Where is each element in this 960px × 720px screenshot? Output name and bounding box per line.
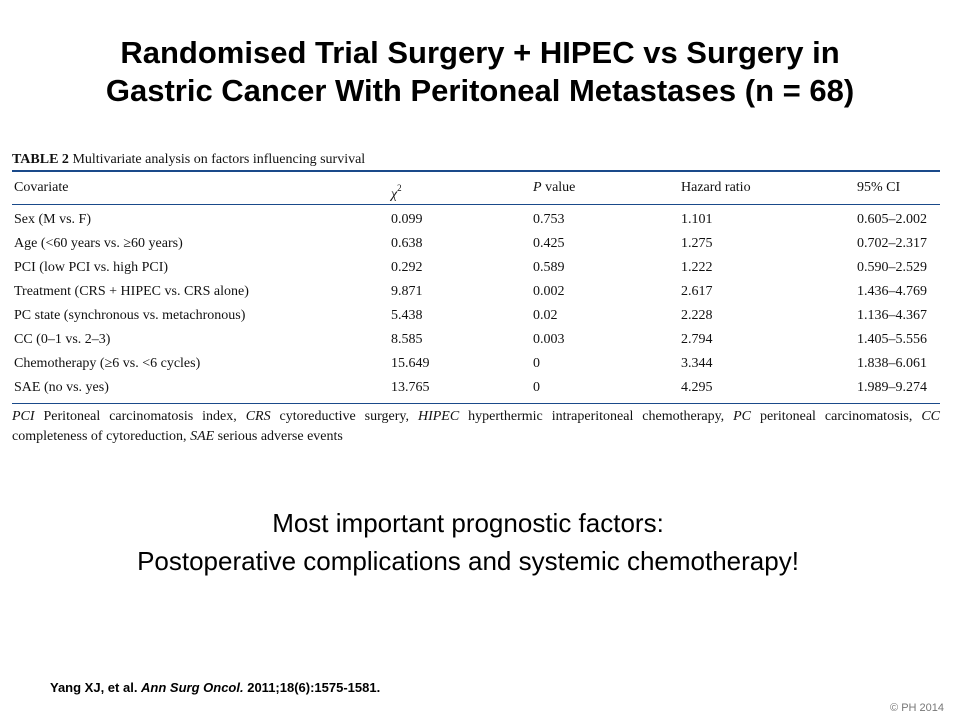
key-message-line-1: Most important prognostic factors:	[272, 508, 664, 538]
cell-covariate: PCI (low PCI vs. high PCI)	[14, 260, 169, 275]
footnote-text: completeness of cytoreduction,	[12, 429, 191, 444]
cell-covariate: PC state (synchronous vs. metachronous)	[14, 308, 246, 323]
cell-hr: 2.228	[681, 308, 713, 323]
header-p-rest: value	[541, 180, 576, 195]
cell-p: 0.753	[533, 212, 565, 227]
cell-hr: 2.794	[681, 332, 713, 347]
citation-details: 2011;18(6):1575-1581.	[243, 680, 381, 695]
cell-covariate: Treatment (CRS + HIPEC vs. CRS alone)	[14, 284, 249, 299]
cell-covariate: Sex (M vs. F)	[14, 212, 92, 227]
cell-covariate: SAE (no vs. yes)	[14, 380, 109, 395]
header-chi-square: χ2	[391, 172, 402, 211]
footnote-text: serious adverse events	[214, 429, 343, 444]
table-header-rule	[12, 204, 940, 205]
table-number: TABLE 2	[12, 152, 69, 167]
cell-ci: 0.590–2.529	[857, 260, 927, 275]
header-hazard-ratio: Hazard ratio	[681, 180, 751, 195]
chi-exponent: 2	[397, 183, 402, 193]
cell-p: 0	[533, 380, 540, 395]
cell-p: 0.003	[533, 332, 565, 347]
cell-chi2: 0.292	[391, 260, 423, 275]
cell-chi2: 15.649	[391, 356, 430, 371]
cell-ci: 0.702–2.317	[857, 236, 927, 251]
cell-chi2: 13.765	[391, 380, 430, 395]
cell-ci: 1.989–9.274	[857, 380, 927, 395]
cell-p: 0.02	[533, 308, 558, 323]
cell-hr: 1.222	[681, 260, 713, 275]
table-caption: TABLE 2 Multivariate analysis on factors…	[12, 150, 940, 170]
title-line-2: Gastric Cancer With Peritoneal Metastase…	[105, 73, 855, 108]
cell-p: 0.589	[533, 260, 565, 275]
footnote-text: cytoreductive surgery,	[270, 409, 418, 424]
table-caption-text: Multivariate analysis on factors influen…	[72, 152, 366, 167]
cell-covariate: Chemotherapy (≥6 vs. <6 cycles)	[14, 356, 201, 371]
cell-covariate: CC (0–1 vs. 2–3)	[14, 332, 111, 347]
slide-title: Randomised Trial Surgery + HIPEC vs Surg…	[0, 34, 960, 110]
table-row: Sex (M vs. F) 0.099 0.753 1.101 0.605–2.…	[12, 208, 940, 232]
table-bottom-rule	[12, 403, 940, 404]
footnote-abbr: PCI	[12, 409, 35, 424]
survival-table: TABLE 2 Multivariate analysis on factors…	[12, 150, 940, 447]
chi-symbol: χ	[391, 187, 398, 202]
cell-chi2: 0.638	[391, 236, 423, 251]
cell-hr: 1.101	[681, 212, 713, 227]
citation-journal: Ann Surg Oncol.	[141, 680, 244, 695]
title-line-1: Randomised Trial Surgery + HIPEC vs Surg…	[120, 35, 840, 70]
header-p-value: P value	[533, 172, 575, 204]
table-row: Age (<60 years vs. ≥60 years) 0.638 0.42…	[12, 232, 940, 256]
table-body: Sex (M vs. F) 0.099 0.753 1.101 0.605–2.…	[12, 205, 940, 403]
table-row: SAE (no vs. yes) 13.765 0 4.295 1.989–9.…	[12, 376, 940, 400]
cell-hr: 3.344	[681, 356, 713, 371]
footnote-abbr: CRS	[245, 409, 271, 424]
cell-hr: 4.295	[681, 380, 713, 395]
cell-ci: 0.605–2.002	[857, 212, 927, 227]
citation-authors: Yang XJ, et al.	[50, 680, 142, 695]
copyright-notice: © PH 2014	[890, 702, 944, 714]
footnote-abbr: HIPEC	[417, 409, 460, 424]
cell-ci: 1.136–4.367	[857, 308, 927, 323]
table-row: Chemotherapy (≥6 vs. <6 cycles) 15.649 0…	[12, 352, 940, 376]
table-top-rule	[12, 170, 940, 172]
cell-p: 0	[533, 356, 540, 371]
footnote-abbr: PC	[733, 409, 752, 424]
cell-chi2: 9.871	[391, 284, 423, 299]
footnote-abbr: SAE	[190, 429, 215, 444]
footnote-text: Peritoneal carcinomatosis index,	[34, 409, 246, 424]
cell-covariate: Age (<60 years vs. ≥60 years)	[14, 236, 183, 251]
footnote-text: hyperthermic intraperitoneal chemotherap…	[459, 409, 734, 424]
cell-ci: 1.436–4.769	[857, 284, 927, 299]
table-row: Treatment (CRS + HIPEC vs. CRS alone) 9.…	[12, 280, 940, 304]
cell-ci: 1.838–6.061	[857, 356, 927, 371]
cell-p: 0.425	[533, 236, 565, 251]
cell-chi2: 0.099	[391, 212, 423, 227]
cell-chi2: 8.585	[391, 332, 423, 347]
cell-hr: 2.617	[681, 284, 713, 299]
footnote-text: peritoneal carcinomatosis,	[751, 409, 922, 424]
header-covariate: Covariate	[14, 180, 69, 195]
table-header-row: Covariate χ2 P value Hazard ratio 95% CI	[12, 172, 940, 204]
table-row: CC (0–1 vs. 2–3) 8.585 0.003 2.794 1.405…	[12, 328, 940, 352]
citation: Yang XJ, et al. Ann Surg Oncol. 2011;18(…	[50, 680, 380, 695]
header-p-letter: P	[533, 180, 542, 195]
cell-ci: 1.405–5.556	[857, 332, 927, 347]
cell-hr: 1.275	[681, 236, 713, 251]
cell-p: 0.002	[533, 284, 565, 299]
key-message: Most important prognostic factors: Posto…	[0, 504, 936, 580]
key-message-line-2: Postoperative complications and systemic…	[137, 546, 799, 576]
table-row: PCI (low PCI vs. high PCI) 0.292 0.589 1…	[12, 256, 940, 280]
cell-chi2: 5.438	[391, 308, 423, 323]
header-ci: 95% CI	[857, 180, 901, 195]
table-footnote: PCI Peritoneal carcinomatosis index, CRS…	[12, 404, 940, 447]
footnote-abbr: CC	[921, 409, 940, 424]
table-row: PC state (synchronous vs. metachronous) …	[12, 304, 940, 328]
